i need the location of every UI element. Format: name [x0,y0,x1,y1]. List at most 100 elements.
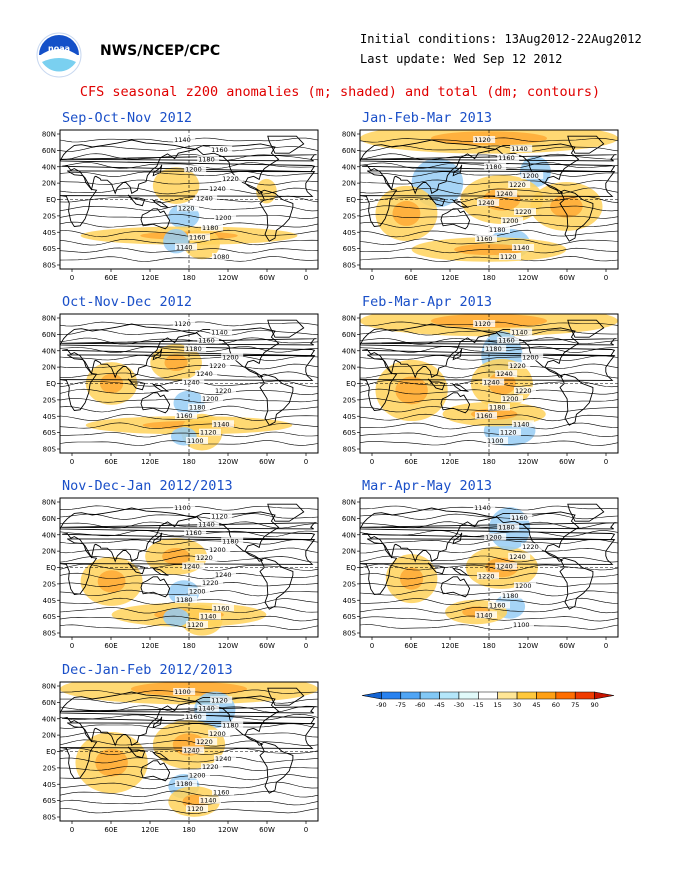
lat-tick-label: EQ [346,380,356,388]
contour-label: 1220 [222,175,239,183]
coastline [151,567,170,576]
coastline [451,199,470,208]
panel-title: Nov-Dec-Jan 2012/2013 [62,478,233,494]
contour-label: 1200 [522,353,539,361]
contour-label: 1180 [222,537,239,545]
contour-label: 1160 [498,154,515,162]
lat-tick-label: 60S [43,429,57,437]
contour-label: 1120 [474,136,491,144]
lat-tick-label: 60N [342,331,356,339]
lat-tick-label: 40S [343,413,357,421]
coastline [567,503,605,522]
z200-contour [360,513,618,520]
colorbar-label: -45 [434,701,445,709]
contour-label: 1160 [498,337,515,345]
coastline [152,532,163,545]
contour-label: 1100 [187,437,204,445]
lon-tick-label: 120E [441,274,459,282]
contour-label: 1220 [196,554,213,562]
lat-tick-label: 20N [42,364,56,372]
lon-tick-label: 60W [559,642,575,650]
z200-contour [360,187,618,195]
coastline [140,576,171,598]
lon-tick-label: 120W [218,826,238,834]
lon-tick-label: 120W [518,642,538,650]
lat-tick-label: 40N [42,715,56,723]
contour-label: 1120 [174,320,191,328]
coastline [360,323,616,379]
z200-contour [60,171,318,177]
coastline [60,538,316,595]
contour-label: 1220 [522,543,539,551]
noaa-logo: noaa [36,32,82,78]
contour-label: 1160 [213,604,230,612]
contour-label: 1240 [496,370,513,378]
contour-label: 1200 [522,172,539,180]
coastline [567,135,605,154]
z200-contour [60,615,318,622]
contour-label: 1180 [502,592,519,600]
coastline [267,503,305,522]
lat-tick-label: 20N [42,180,56,188]
panel-title: Sep-Oct-Nov 2012 [62,110,193,126]
coastline [195,143,280,194]
lat-tick-label: 40S [343,597,357,605]
lon-tick-label: 0 [304,826,308,834]
colorbar-label: -60 [415,701,426,709]
contour-label: 1220 [509,181,526,189]
coastline [127,562,146,575]
lat-tick-label: 60S [343,429,357,437]
contour-label: 1240 [496,190,513,198]
panel-title: Oct-Nov-Dec 2012 [62,294,193,310]
contour-label: 1220 [509,362,526,370]
contour-label: 1200 [185,165,202,173]
lat-tick-label: 40N [42,531,56,539]
strong-positive-anomaly [392,200,421,226]
contour-label: 1240 [209,185,226,193]
strong-positive-anomaly [97,570,126,593]
coastline [567,319,605,338]
coastline [259,189,294,242]
lon-tick-label: 60W [259,642,275,650]
lon-tick-label: 180 [482,642,495,650]
contour-label: 1140 [200,797,217,805]
contour-label: 1200 [189,772,206,780]
colorbar-swatch [381,691,402,700]
lat-tick-label: 80N [342,315,356,323]
contour-label: 1180 [489,226,506,234]
lon-tick-label: 180 [482,274,495,282]
lon-tick-label: 180 [182,826,195,834]
colorbar-label: -30 [454,701,465,709]
contour-label: 1140 [511,145,528,153]
contour-label: 1160 [489,602,506,610]
svg-text:noaa: noaa [48,44,70,53]
contour-label: 1180 [176,780,193,788]
lat-tick-label: 80N [342,499,356,507]
lat-tick-label: 40N [342,347,356,355]
contour-label: 1180 [189,404,206,412]
coastline [495,143,580,194]
coastline [360,507,616,563]
lat-tick-label: 20S [43,764,57,772]
coastline [440,576,471,598]
contour-label: 1140 [174,136,191,144]
contour-label: 1160 [511,514,528,522]
lat-tick-label: 60N [42,147,56,155]
z200-contour [60,697,318,704]
contour-label: 1140 [513,420,530,428]
colorbar-swatch [516,691,537,700]
contour-label: 1120 [211,512,228,520]
coastline [151,199,170,208]
colorbar-label: 75 [571,701,579,709]
contour-label: 1160 [213,788,230,796]
map-panel-ndj: 1100112011401160118012001220124012401220… [42,497,319,650]
coastline [360,538,616,595]
lon-tick-label: 120W [218,274,238,282]
contour-label: 1160 [189,234,206,242]
coastline [259,741,294,794]
coastline [60,170,316,227]
agency-label: NWS/NCEP/CPC [100,43,221,59]
contour-label: 1220 [178,204,195,212]
lat-tick-label: 60S [43,245,57,253]
contour-label: 1100 [487,437,504,445]
